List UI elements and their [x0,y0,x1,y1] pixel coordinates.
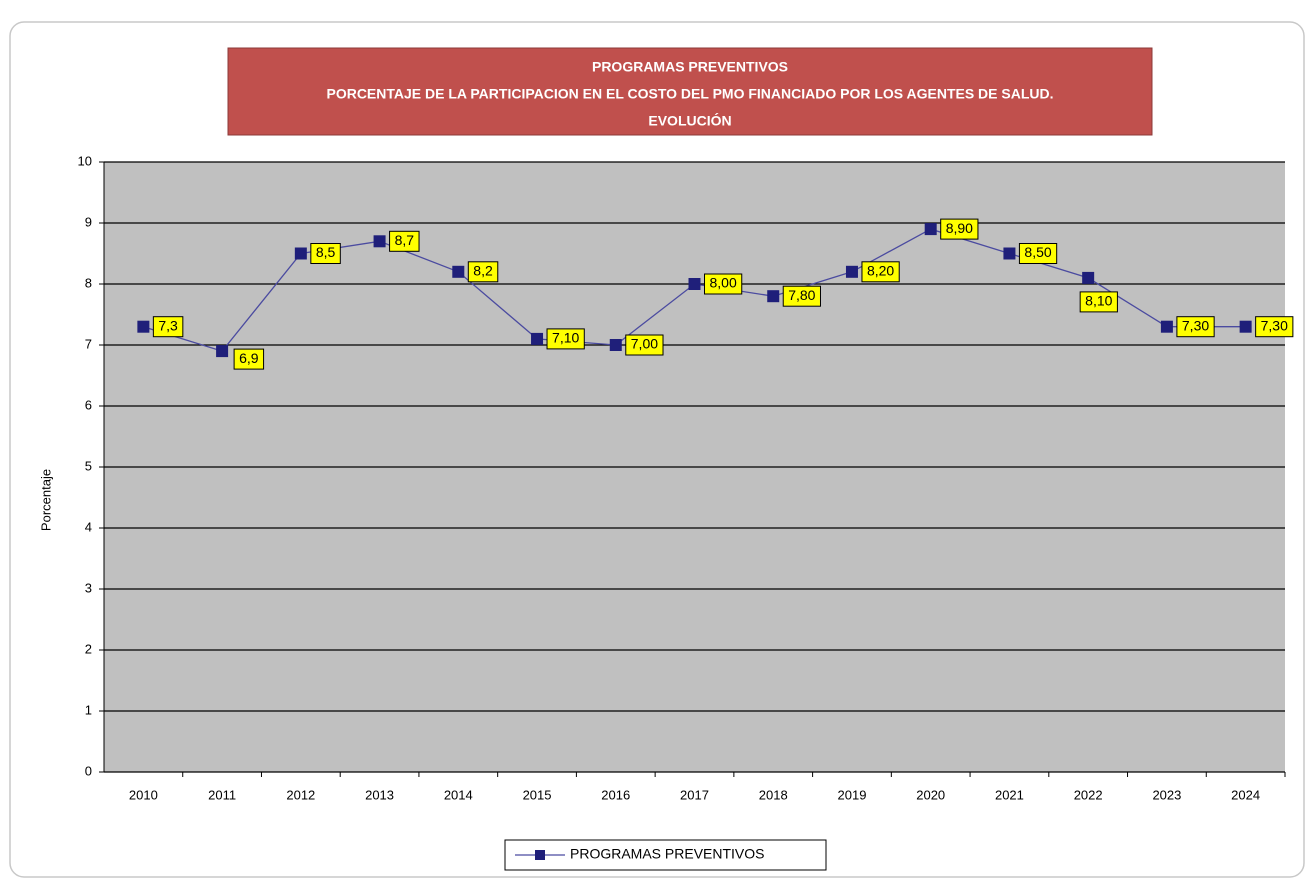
point-marker [531,332,544,345]
point-marker [216,345,229,358]
point-marker [1239,320,1252,333]
data-label-box [310,243,341,264]
x-tick-label: 2019 [838,787,867,802]
y-tick-label: 5 [85,458,92,473]
legend-label: PROGRAMAS PREVENTIVOS [570,846,764,862]
point-marker [373,235,386,248]
data-label-box [467,261,499,283]
point-marker [767,290,780,303]
data-label: 8,90 [946,220,973,236]
y-axis-label: Porcentaje [38,469,53,531]
y-tick-label: 1 [85,702,92,717]
data-label: 7,3 [158,317,178,333]
data-label: 8,20 [867,263,894,279]
data-label: 7,80 [788,287,815,303]
chart-title: PROGRAMAS PREVENTIVOS [592,59,788,75]
data-label-box [861,261,900,283]
x-tick-label: 2022 [1074,787,1103,802]
y-tick-label: 0 [85,763,92,778]
data-label: 8,7 [395,232,415,248]
data-label-box [389,230,420,252]
point-marker [924,223,937,236]
data-label-box [940,218,979,240]
x-tick-label: 2018 [759,787,788,802]
data-label: 7,10 [552,330,579,346]
point-marker [688,278,701,290]
data-label: 8,10 [1085,293,1112,309]
x-tick-label: 2024 [1231,787,1260,802]
x-tick-label: 2014 [444,787,473,802]
point-marker [1160,320,1173,333]
point-marker [1082,271,1095,284]
point-marker [845,265,858,278]
legend [504,839,827,871]
data-label-box [152,316,184,338]
y-tick-label: 10 [78,153,92,168]
y-tick-label: 4 [85,519,92,534]
y-tick-label: 8 [85,275,92,290]
legend-marker [535,850,545,860]
title-box [227,47,1153,136]
data-label: 7,30 [1182,317,1209,333]
x-tick-label: 2020 [916,787,945,802]
point-marker [294,247,307,260]
x-tick-label: 2010 [129,787,158,802]
x-tick-label: 2016 [601,787,630,802]
point-marker [452,265,465,278]
x-tick-label: 2023 [1152,787,1181,802]
y-tick-label: 2 [85,641,92,656]
chart-title: PORCENTAJE DE LA PARTICIPACION EN EL COS… [326,86,1053,102]
y-tick-label: 7 [85,336,92,351]
x-tick-label: 2013 [365,787,394,802]
data-label-box [1255,316,1294,338]
x-tick-label: 2017 [680,787,709,802]
data-label: 7,30 [1261,317,1288,333]
data-label-box [625,334,664,356]
x-tick-label: 2015 [523,787,552,802]
data-label-box [546,328,585,350]
y-tick-label: 6 [85,397,92,412]
data-label: 8,5 [316,244,336,260]
data-label-box [1176,316,1215,338]
point-marker [609,339,622,351]
data-label: 6,9 [239,350,259,366]
point-marker [137,320,150,333]
y-tick-label: 9 [85,214,92,229]
data-label-box [233,348,265,370]
data-label: 8,50 [1024,244,1051,260]
data-label: 8,00 [710,275,737,291]
x-tick-label: 2012 [286,787,315,802]
data-label-box [1079,291,1118,313]
data-label-box [782,285,821,307]
chart-title: EVOLUCIÓN [648,112,731,129]
data-label: 7,00 [631,336,658,352]
data-label-box [1018,243,1058,264]
x-tick-label: 2021 [995,787,1024,802]
data-label-box [704,273,743,295]
x-tick-label: 2011 [208,787,236,802]
y-tick-label: 3 [85,580,92,595]
data-label: 8,2 [473,263,493,279]
point-marker [1003,247,1016,260]
